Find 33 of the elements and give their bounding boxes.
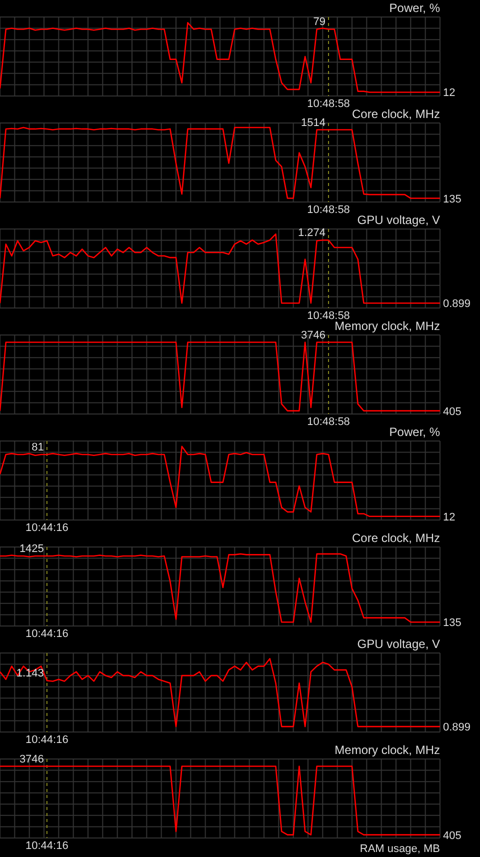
data-label: 79 xyxy=(313,16,326,28)
data-label: 3746 xyxy=(301,329,326,342)
text: 10:44:16 xyxy=(26,734,68,746)
data-label: 405 xyxy=(443,830,462,842)
data-label: 405 xyxy=(443,406,462,418)
chart-title: Memory clock, MHz xyxy=(334,319,440,333)
chart-title: Core clock, MHz xyxy=(352,107,440,121)
data-label: 135 xyxy=(443,193,462,206)
data-label: 12 xyxy=(443,511,456,524)
text: 10:44:16 xyxy=(26,628,68,640)
data-label: 12 xyxy=(443,87,456,100)
chart-title: Power, % xyxy=(389,425,440,439)
data-label: 135 xyxy=(443,617,462,630)
data-label: 1425 xyxy=(19,542,44,555)
chart-title: Core clock, MHz xyxy=(352,531,440,545)
text: 10:44:16 xyxy=(26,522,68,534)
text: 10:48:58 xyxy=(307,310,350,322)
chart-title: Memory clock, MHz xyxy=(334,743,440,757)
data-label: 1.274 xyxy=(298,227,326,240)
data-label: 0.899 xyxy=(443,298,471,310)
data-label: 3746 xyxy=(19,753,44,766)
text: 10:48:58 xyxy=(307,416,350,428)
data-label: 1514 xyxy=(301,116,326,129)
data-label: 81 xyxy=(32,441,44,454)
data-label: 0.899 xyxy=(443,722,471,734)
text: 10:44:16 xyxy=(26,840,68,852)
text: 10:48:58 xyxy=(307,204,350,216)
chart-title: GPU voltage, V xyxy=(357,213,440,227)
text: RAM usage, MB xyxy=(360,843,440,855)
chart-title: GPU voltage, V xyxy=(357,637,440,651)
data-label: 1.143 xyxy=(16,668,44,680)
chart-title: Power, % xyxy=(389,1,440,15)
text: 10:48:58 xyxy=(307,98,350,110)
